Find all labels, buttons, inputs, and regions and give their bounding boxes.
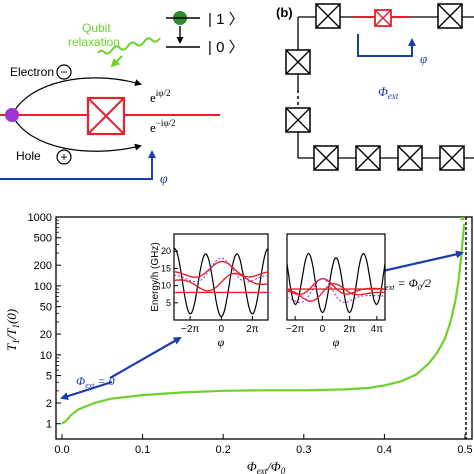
arrow-to-origin <box>60 380 113 400</box>
electron-path <box>11 77 142 116</box>
flux-label-b: Φext <box>378 84 399 101</box>
phi-label-a: φ <box>160 172 168 187</box>
arrow-to-left-inset <box>109 337 182 379</box>
electron-minus: − <box>60 65 67 79</box>
main-ylabel: T1/T1(0) <box>4 309 21 351</box>
arrow-to-half <box>377 250 464 274</box>
series-line <box>61 223 466 425</box>
inset-left: −2π 0 2π 5 10 15 20 Energy/h (GHz) φ <box>150 233 269 349</box>
panel-b-label: (b) <box>276 5 293 20</box>
inset-level-curve <box>174 260 268 278</box>
y-tick-label: 2 <box>46 398 52 410</box>
junction-bottom-4 <box>439 145 465 171</box>
y-tick-label: 1 <box>46 419 52 431</box>
hole-path <box>11 114 142 152</box>
phase-plus: eiφ/2 <box>150 88 170 105</box>
y-tick-label: 5 <box>46 371 52 383</box>
qubit-relaxation-label-2: relaxation <box>68 35 120 49</box>
phase-bracket-b <box>357 34 416 57</box>
inset-x-tick-label: −2π <box>181 324 199 335</box>
junction-top-left <box>315 3 341 29</box>
hole-plus: + <box>60 150 67 164</box>
y-tick-label: 20 <box>40 329 52 341</box>
inset-level-curve <box>174 272 268 292</box>
junction-bottom-3 <box>397 145 423 171</box>
electron-charge <box>56 64 72 80</box>
annotation-zero: Φext = 0 <box>76 374 115 390</box>
inset-right-phi: φ <box>333 335 340 349</box>
state-zero-label: | 0 〉 <box>208 39 244 56</box>
phase-bracket-a <box>0 150 156 180</box>
inset-level-curve <box>287 283 385 302</box>
inset-left-phi: φ <box>218 335 225 349</box>
inset-dotted-curve <box>287 278 385 304</box>
y-tick-label: 100 <box>34 281 52 293</box>
x-tick-label: 0.5 <box>457 444 472 456</box>
qubit-relaxation-label-1: Qubit <box>82 21 111 35</box>
inset-right: −2π 0 2π 4π φ <box>286 233 386 349</box>
photon-wave <box>97 37 161 55</box>
x-tick-label: 0.1 <box>135 444 150 456</box>
junction-bottom-2 <box>355 145 381 171</box>
junction-bottom-1 <box>313 145 339 171</box>
junction-top-right <box>437 3 463 29</box>
inset-y-tick-label: 15 <box>161 263 171 273</box>
hole-label: Hole <box>16 149 41 163</box>
inset-y-tick-label: 5 <box>166 298 171 308</box>
panel-a: | 1 〉 | 0 〉 Qubit relaxation Electron − … <box>0 11 244 187</box>
inset-dotted-curve <box>174 257 268 283</box>
inset-x-tick-label: 0 <box>320 324 326 335</box>
junction-red-small <box>374 9 392 27</box>
panel-b: (b) <box>276 3 474 171</box>
main-xlabel: Φext/Φ0 <box>247 459 286 474</box>
y-tick-label: 200 <box>34 260 52 272</box>
purple-dot <box>5 108 19 122</box>
inset-x-tick-label: 2π <box>343 324 356 335</box>
plot-frame <box>55 216 473 440</box>
y-tick-label: 50 <box>40 302 52 314</box>
y-tick-label: 1000 <box>28 212 52 224</box>
y-tick-label: 500 <box>34 233 52 245</box>
inset-ylabel: Energy/h (GHz) <box>150 242 161 311</box>
photon-arrow <box>110 55 123 68</box>
main-curve-group <box>61 217 467 439</box>
state-one-label: | 1 〉 <box>208 11 244 28</box>
x-tick-label: 0.2 <box>216 444 231 456</box>
main-plot: 0.0 0.1 0.2 0.3 0.4 0.51251020501002005001000… <box>4 212 473 474</box>
y-tick-label: 10 <box>40 350 52 362</box>
phi-label-b: φ <box>420 51 427 66</box>
hole-charge <box>56 149 72 165</box>
inset-x-tick-label: 0 <box>219 324 225 335</box>
phase-minus: e−iφ/2 <box>150 118 176 135</box>
inset-x-tick-label: 4π <box>371 324 384 335</box>
inset-y-tick-label: 20 <box>161 246 171 256</box>
junction-left-2 <box>285 107 311 133</box>
x-tick-label: 0.4 <box>377 444 392 456</box>
inset-x-tick-label: −2π <box>286 324 304 335</box>
inset-y-tick-label: 10 <box>161 281 171 291</box>
electron-label: Electron <box>10 65 54 79</box>
inset-x-tick-label: 2π <box>246 324 259 335</box>
x-tick-label: 0.3 <box>296 444 311 456</box>
inset-potential <box>287 252 385 313</box>
junction-left-1 <box>285 49 311 75</box>
x-tick-label: 0.0 <box>54 444 69 456</box>
